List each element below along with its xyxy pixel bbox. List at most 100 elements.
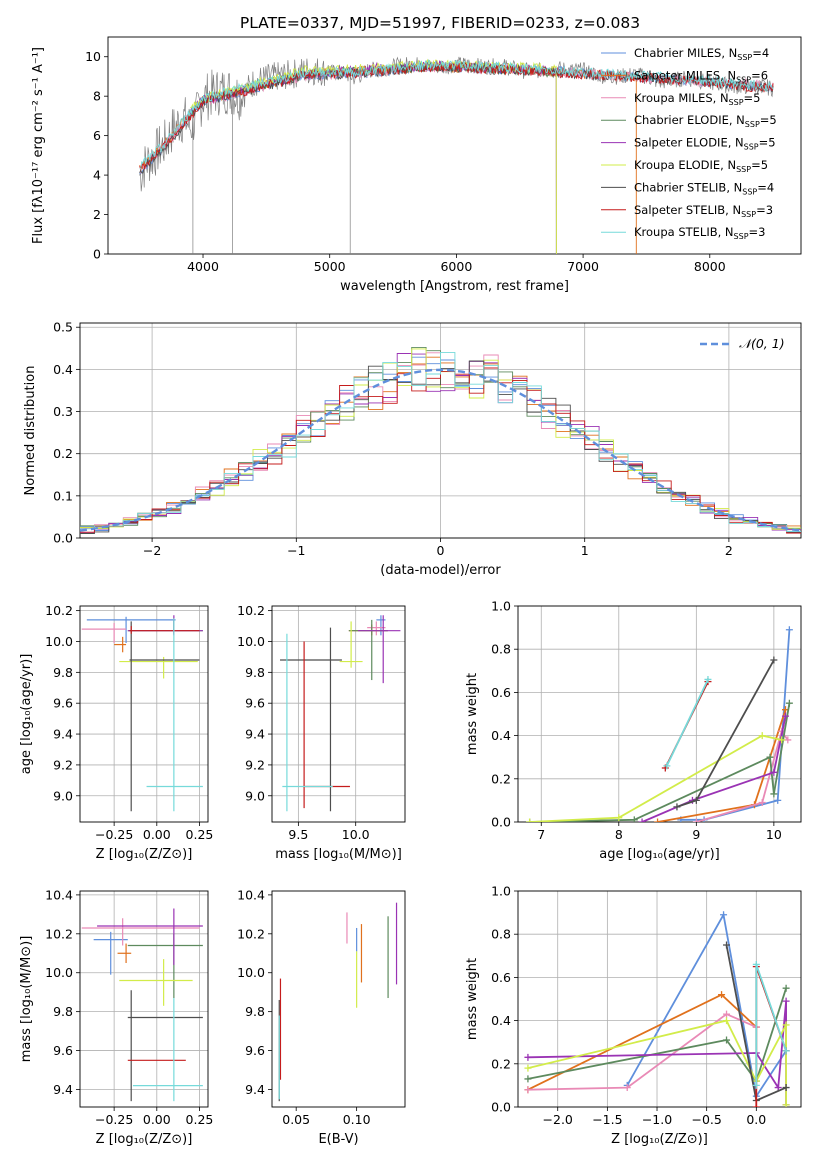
x-tick-label: 0.00 (143, 827, 171, 842)
y-tick-label: 9.2 (53, 757, 73, 772)
y-tick-label: 9.4 (53, 1082, 73, 1097)
weight-point-marker (723, 941, 731, 949)
x-tick-label: −1 (287, 543, 305, 558)
weight-vs-age-panel: 7 8 9 10 0.0 0.2 0.4 0.6 0.8 1.0 age [log₁₀(age/yr… (465, 599, 802, 862)
residual-histogram-panel: −2 −1 0 1 2 0.0 0.1 0.2 0.3 0.4 0.5 (data-model)/er… (23, 320, 802, 578)
legend-entry: Chabrier ELODIE, NSSP=5 (634, 113, 777, 129)
weight-point-marker (673, 803, 681, 811)
weight-point-marker (782, 1101, 790, 1107)
y-tick-label: 2 (93, 207, 101, 222)
y-tick-label: 10.4 (237, 887, 265, 902)
y-tick-label: 9.0 (245, 788, 265, 803)
y-tick-label: 10.0 (237, 634, 265, 649)
legend-entry: 𝒩(0, 1) (739, 336, 785, 351)
x-axis-label: Z [log₁₀(Z/Z⊙)] (611, 1132, 708, 1147)
normal-distribution-curve (80, 368, 801, 532)
legend-entry: Kroupa MILES, NSSP=5 (634, 91, 760, 107)
y-tick-label: 9.2 (245, 757, 265, 772)
y-tick-label: 8 (93, 89, 101, 104)
x-tick-label: 0.05 (282, 1112, 310, 1127)
weight-series-line (666, 679, 709, 767)
weight-point-marker (770, 656, 778, 664)
x-axis-label: mass [log₁₀(M/M⊙)] (275, 847, 402, 862)
y-tick-label: 1.0 (491, 599, 511, 614)
weight-point-marker (784, 736, 792, 744)
y-tick-label: 10.0 (237, 965, 265, 980)
weight-point-marker (774, 1084, 782, 1092)
y-tick-label: 9.8 (245, 665, 265, 680)
x-tick-label: 2 (725, 543, 733, 558)
x-tick-label: 5000 (314, 259, 346, 274)
y-axis-label: mass weight (465, 673, 480, 755)
age-vs-mass-panel: 9.5 10.0 9.0 9.2 9.4 9.6 9.8 10.0 10.2 mass [log₁… (237, 603, 406, 862)
x-tick-label: −0.5 (691, 1112, 721, 1127)
weight-point-marker (723, 1017, 731, 1025)
x-tick-label: 0.25 (186, 827, 214, 842)
x-tick-label: −1.5 (592, 1112, 622, 1127)
x-axis-label: E(B-V) (318, 1132, 358, 1147)
residual-histogram (80, 351, 801, 533)
y-tick-label: 10.2 (237, 603, 265, 618)
y-tick-label: 9.4 (245, 727, 265, 742)
legend-entry: Kroupa ELODIE, NSSP=5 (634, 158, 768, 174)
y-tick-label: 9.8 (53, 1004, 73, 1019)
weight-vs-metallicity-panel: −2.0 −1.5 −1.0 −0.5 0.0 0.0 0.2 0.4 0.6 0.8 1.0 Z [… (465, 884, 802, 1147)
y-tick-label: 0.8 (491, 927, 511, 942)
x-axis-label: age [log₁₀(age/yr)] (599, 847, 720, 862)
mass-vs-metallicity-panel: −0.25 0.00 0.25 9.4 9.6 9.8 10.0 10.2 10.4 Z [log… (19, 887, 213, 1147)
y-tick-label: 9.6 (53, 1043, 73, 1058)
weight-point-marker (524, 1086, 532, 1094)
y-tick-label: 9.0 (53, 788, 73, 803)
x-tick-label: 8 (615, 827, 623, 842)
y-tick-label: 9.4 (53, 727, 73, 742)
y-tick-label: 0.6 (491, 970, 511, 985)
spectrum-panel: 4000 5000 6000 7000 8000 0 2 4 6 8 10 wavelength [A… (31, 36, 802, 294)
y-tick-label: 10.2 (237, 926, 265, 941)
weight-series-line (626, 912, 787, 1099)
y-tick-label: 10.0 (45, 634, 73, 649)
y-tick-label: 4 (93, 168, 101, 183)
weight-point-marker (524, 1075, 532, 1083)
weight-point-marker (524, 1053, 532, 1061)
y-tick-label: 10.4 (45, 887, 73, 902)
figure-title: PLATE=0337, MJD=51997, FIBERID=0233, z=0… (240, 14, 640, 32)
weight-point-marker (782, 1084, 790, 1092)
y-tick-label: 0.2 (491, 771, 511, 786)
weight-point-marker (704, 675, 712, 683)
y-tick-label: 0.8 (491, 642, 511, 657)
x-tick-label: 9 (692, 827, 700, 842)
legend-entry: Chabrier MILES, NSSP=4 (634, 46, 769, 62)
weight-point-marker (723, 1010, 731, 1018)
x-tick-label: −0.25 (95, 827, 133, 842)
x-tick-label: −0.25 (95, 1112, 133, 1127)
y-axis-label: age [log₁₀(age/yr)] (19, 654, 34, 775)
residual-histogram (80, 367, 801, 534)
axes-frame (107, 36, 802, 255)
y-axis-label: Flux [fλ10⁻¹⁷ erg cm⁻² s⁻¹ A⁻¹] (31, 47, 46, 244)
weight-point-marker (615, 814, 623, 822)
weight-series-line (527, 1013, 757, 1091)
weight-point-marker (778, 736, 786, 744)
weight-point-marker (752, 960, 760, 968)
x-tick-label: −2 (143, 543, 161, 558)
weight-point-marker (720, 911, 728, 919)
weight-series-line (529, 734, 782, 822)
weight-point-marker (654, 818, 662, 822)
legend-entry: Salpeter STELIB, NSSP=3 (634, 203, 773, 219)
y-tick-label: 10.2 (45, 603, 73, 618)
weight-point-marker (692, 818, 700, 822)
y-tick-label: 0.1 (53, 488, 73, 503)
y-tick-label: 0 (93, 247, 101, 262)
axes-frame (79, 890, 209, 1108)
weight-point-marker (774, 796, 782, 804)
x-tick-label: −1.0 (642, 1112, 672, 1127)
y-tick-label: 0.2 (53, 446, 73, 461)
weight-series-line (676, 659, 775, 808)
y-tick-label: 9.6 (245, 1043, 265, 1058)
weight-point-marker (718, 991, 726, 999)
axes-frame (79, 605, 209, 823)
y-tick-label: 9.6 (53, 696, 73, 711)
x-tick-label: 6000 (440, 259, 472, 274)
weight-point-marker (766, 753, 774, 761)
weight-point-marker (782, 997, 790, 1005)
